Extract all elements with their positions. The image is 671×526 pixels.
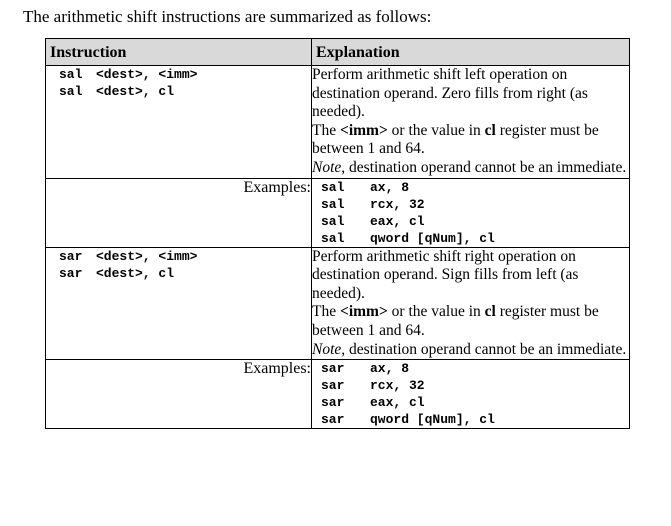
text-or-value: or the value in (387, 303, 485, 321)
operands: <dest>, <imm> (96, 248, 198, 264)
instruction-line: sal <dest>, <imm> (46, 66, 311, 83)
examples-code-cell: sal ax, 8 sal rcx, 32 sal eax, cl sal qw… (311, 177, 630, 248)
note-text: , destination operand cannot be an immed… (341, 158, 627, 176)
example-line: sal ax, 8 (312, 179, 629, 196)
mnemonic: sal (59, 84, 83, 99)
explanation-note: Note, destination operand cannot be an i… (312, 159, 629, 178)
explanation-note: Note, destination operand cannot be an i… (312, 341, 629, 360)
explanation-range: The <imm> or the value in cl register mu… (312, 122, 629, 159)
imm-term: <imm> (339, 303, 388, 321)
example-line: sal eax, cl (312, 213, 629, 230)
explanation-cell: Perform arithmetic shift left operation … (311, 65, 630, 179)
examples-label: Examples: (45, 177, 312, 248)
mnemonic: sal (321, 213, 345, 229)
operands: rcx, 32 (370, 196, 425, 212)
operands: ax, 8 (370, 361, 410, 377)
explanation-text: Perform arithmetic shift left operation … (312, 66, 588, 121)
text-or-value: or the value in (387, 121, 485, 139)
explanation-cell: Perform arithmetic shift right operation… (311, 246, 630, 361)
instruction-line: sar <dest>, <imm> (46, 248, 311, 265)
mnemonic: sar (59, 248, 83, 264)
examples-row: Examples: sar ax, 8 sar rcx, 32 sar eax,… (45, 359, 630, 430)
text-register-range: register must be between 1 and 64. (312, 303, 599, 339)
text-the: The (312, 121, 340, 139)
operands: eax, cl (370, 395, 425, 411)
example-line: sal qword [qNum], cl (312, 230, 629, 247)
operands: qword [qNum], cl (370, 230, 495, 246)
mnemonic: sar (321, 412, 345, 428)
header-instruction: Instruction (45, 38, 312, 66)
examples-label: Examples: (45, 359, 312, 430)
example-line: sal rcx, 32 (312, 196, 629, 213)
operands: qword [qNum], cl (370, 412, 495, 428)
header-explanation: Explanation (311, 38, 630, 66)
note-text: , destination operand cannot be an immed… (341, 340, 627, 358)
text-register-range: register must be between 1 and 64. (312, 121, 599, 158)
operands: eax, cl (370, 213, 425, 229)
note-label: Note (312, 340, 342, 358)
table-header-row: Instruction Explanation (45, 38, 630, 66)
examples-row: Examples: sal ax, 8 sal rcx, 32 sal eax,… (45, 177, 630, 248)
operands: <dest>, cl (96, 265, 175, 281)
imm-term: <imm> (339, 121, 388, 139)
instruction-line: sal <dest>, cl (46, 83, 311, 100)
mnemonic: sal (321, 179, 345, 195)
mnemonic: sal (59, 67, 83, 82)
instruction-cell: sal <dest>, <imm> sal <dest>, cl (45, 65, 312, 179)
intro-text: The arithmetic shift instructions are su… (23, 7, 432, 26)
example-line: sar rcx, 32 (312, 377, 629, 394)
mnemonic: sal (321, 230, 345, 246)
operands: <dest>, <imm> (96, 67, 198, 82)
operands: <dest>, cl (96, 84, 175, 99)
mnemonic: sal (321, 196, 345, 212)
mnemonic: sar (321, 361, 345, 377)
instruction-cell: sar <dest>, <imm> sar <dest>, cl (45, 246, 312, 361)
note-label: Note (312, 158, 342, 176)
cl-term: cl (484, 303, 496, 321)
examples-code-cell: sar ax, 8 sar rcx, 32 sar eax, cl sar qw… (311, 359, 630, 430)
explanation-text: Perform arithmetic shift right operation… (312, 247, 579, 302)
text-the: The (312, 303, 340, 321)
mnemonic: sar (321, 395, 345, 411)
example-line: sar eax, cl (312, 394, 629, 411)
table-row: sal <dest>, <imm> sal <dest>, cl Perform… (45, 65, 630, 179)
operands: rcx, 32 (370, 378, 425, 394)
operands: ax, 8 (370, 179, 410, 195)
shift-instructions-table: Instruction Explanation sal <dest>, <imm… (45, 38, 630, 430)
instruction-line: sar <dest>, cl (46, 265, 311, 282)
mnemonic: sar (321, 378, 345, 394)
mnemonic: sar (59, 265, 83, 281)
table-row: sar <dest>, <imm> sar <dest>, cl Perform… (45, 246, 630, 361)
cl-term: cl (484, 121, 496, 139)
example-line: sar ax, 8 (312, 360, 629, 377)
example-line: sar qword [qNum], cl (312, 411, 629, 428)
explanation-range: The <imm> or the value in cl register mu… (312, 303, 629, 340)
